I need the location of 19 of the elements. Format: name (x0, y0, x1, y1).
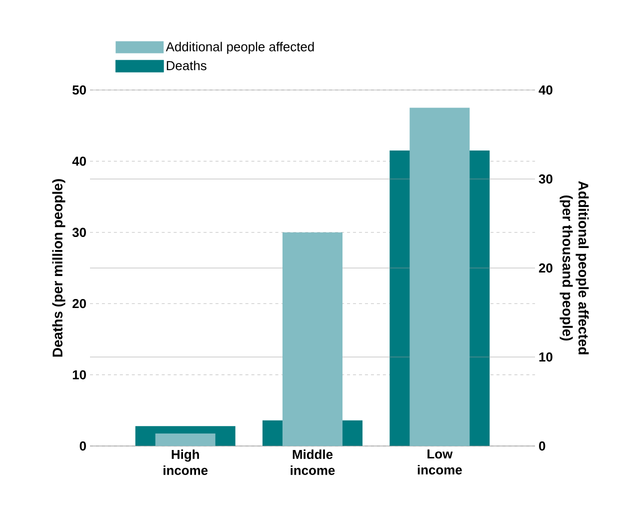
y-tick-label: 50 (72, 85, 86, 95)
y2-tick-label: 30 (538, 174, 552, 184)
bar (155, 434, 216, 446)
y-tick-label: 20 (72, 299, 86, 308)
y-axis-title: Deaths (per million people) (52, 179, 66, 357)
x-tick-label: High income (164, 450, 208, 475)
y-tick-label: 10 (72, 370, 86, 380)
x-tick-label: Low income (418, 450, 462, 474)
legend-label: Additional people affected (166, 42, 314, 54)
y2-tick-label: 10 (539, 352, 552, 362)
y-tick-label: 40 (72, 156, 86, 166)
legend-label: Deaths (166, 60, 206, 70)
y2-tick-label: 0 (539, 441, 546, 451)
y2-tick-label: 20 (538, 263, 552, 273)
y2-tick-label: 40 (538, 85, 552, 95)
x-tick-label: Middle income (290, 450, 335, 475)
y-tick-label: 30 (72, 228, 86, 237)
y-tick-label: 0 (80, 441, 86, 451)
y2-axis-title: Additional people affected (per thousand people) (560, 181, 589, 354)
